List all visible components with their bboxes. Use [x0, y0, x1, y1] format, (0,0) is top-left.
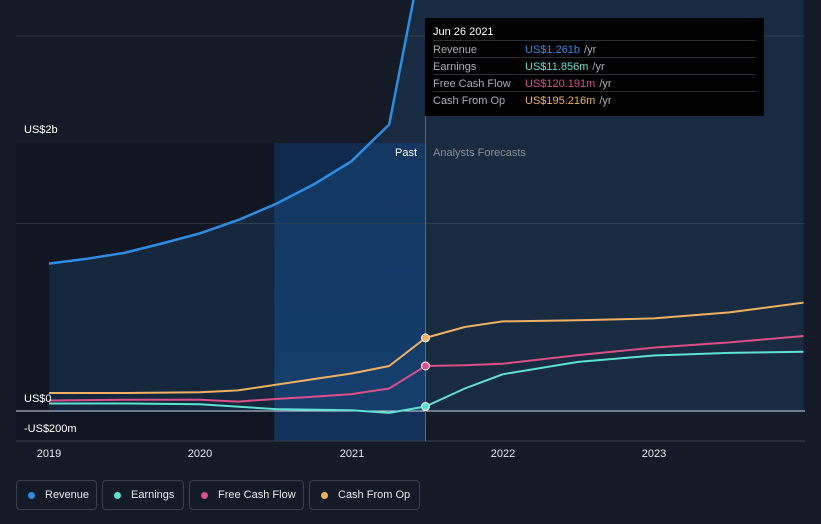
- x-tick-label: 2021: [339, 448, 365, 460]
- y-tick-label-bottom: -US$200m: [24, 423, 77, 435]
- x-tick-label: 2019: [36, 448, 62, 460]
- cash-from-op-dot-icon: [321, 491, 328, 499]
- x-tick-label: 2020: [187, 448, 213, 460]
- tooltip-label: Free Cash Flow: [433, 78, 511, 90]
- tooltip-row-free-cash-flow: Free Cash Flow US$120.191m/yr: [433, 74, 756, 91]
- tooltip-value: US$11.856m/yr: [525, 61, 605, 73]
- tooltip-label: Earnings: [433, 61, 477, 73]
- x-tick-label: 2022: [490, 448, 516, 460]
- legend-label: Earnings: [131, 489, 175, 501]
- tooltip-row-earnings: Earnings US$11.856m/yr: [433, 57, 756, 74]
- free-cash-flow-dot-icon: [201, 491, 208, 499]
- revenue-dot-icon: [28, 491, 35, 499]
- tooltip-value: US$1.261b/yr: [525, 44, 597, 56]
- data-tooltip: Jun 26 2021 Revenue US$1.261b/yr Earning…: [425, 18, 764, 116]
- earnings-dot-icon: [114, 491, 121, 499]
- legend-item-cash-from-op[interactable]: Cash From Op: [309, 480, 420, 510]
- past-label: Past: [394, 147, 417, 159]
- y-tick-label-zero: US$0: [24, 393, 52, 405]
- free-cash-flow-marker: [420, 361, 430, 371]
- earnings-marker: [420, 402, 430, 411]
- legend-item-earnings[interactable]: Earnings: [102, 480, 184, 510]
- legend-label: Free Cash Flow: [218, 489, 296, 501]
- legend-label: Revenue: [45, 489, 90, 501]
- tooltip-value: US$120.191m/yr: [525, 78, 612, 90]
- tooltip-label: Cash From Op: [433, 95, 506, 107]
- tooltip-label: Revenue: [433, 44, 478, 56]
- tooltip-row-cash-from-op: Cash From Op US$195.216m/yr: [433, 91, 756, 108]
- legend-label: Cash From Op: [338, 489, 411, 501]
- analysts-forecasts-label: Analysts Forecasts: [433, 147, 526, 159]
- legend-item-free-cash-flow[interactable]: Free Cash Flow: [189, 480, 304, 510]
- tooltip-row-revenue: Revenue US$1.261b/yr: [433, 40, 756, 57]
- revenue-line: [48, 0, 415, 265]
- tooltip-value: US$195.216m/yr: [525, 95, 612, 107]
- cash-from-op-marker: [420, 333, 430, 343]
- tooltip-date: Jun 26 2021: [433, 26, 494, 38]
- x-tick-label: 2023: [641, 448, 667, 460]
- cash-from-op-line: [49, 301, 804, 394]
- free-cash-flow-line: [48, 335, 804, 403]
- legend-item-revenue[interactable]: Revenue: [16, 480, 97, 510]
- y-tick-label-top: US$2b: [24, 124, 58, 136]
